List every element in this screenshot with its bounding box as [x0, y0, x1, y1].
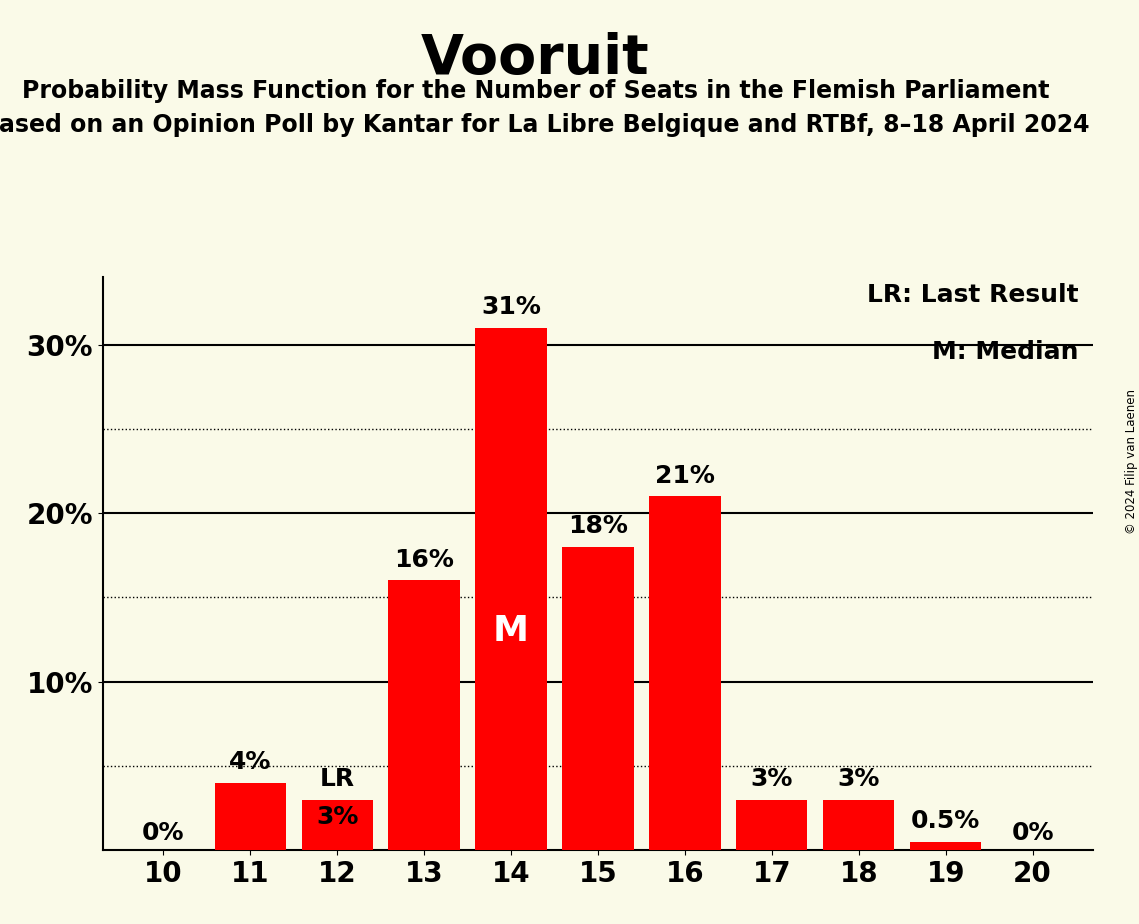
Text: 3%: 3% — [316, 805, 359, 829]
Bar — [563, 547, 633, 850]
Text: 16%: 16% — [394, 548, 454, 572]
Text: 0%: 0% — [1011, 821, 1054, 845]
Bar — [736, 799, 808, 850]
Text: 31%: 31% — [481, 296, 541, 320]
Text: 0.5%: 0.5% — [911, 809, 981, 833]
Text: M: Median: M: Median — [932, 340, 1079, 364]
Bar — [214, 783, 286, 850]
Bar — [302, 799, 372, 850]
Text: 21%: 21% — [655, 464, 715, 488]
Text: 4%: 4% — [229, 750, 271, 774]
Bar — [910, 842, 982, 850]
Text: Vooruit: Vooruit — [421, 32, 649, 86]
Text: Probability Mass Function for the Number of Seats in the Flemish Parliament: Probability Mass Function for the Number… — [22, 79, 1049, 103]
Bar — [649, 496, 721, 850]
Text: M: M — [493, 614, 528, 648]
Bar — [475, 328, 547, 850]
Text: LR: Last Result: LR: Last Result — [867, 283, 1079, 307]
Text: Based on an Opinion Poll by Kantar for La Libre Belgique and RTBf, 8–18 April 20: Based on an Opinion Poll by Kantar for L… — [0, 113, 1090, 137]
Text: © 2024 Filip van Laenen: © 2024 Filip van Laenen — [1124, 390, 1138, 534]
Text: 18%: 18% — [568, 515, 628, 539]
Bar — [388, 580, 460, 850]
Text: 0%: 0% — [142, 821, 185, 845]
Bar — [823, 799, 894, 850]
Text: 3%: 3% — [837, 767, 880, 791]
Text: LR: LR — [320, 767, 354, 791]
Text: 3%: 3% — [751, 767, 793, 791]
